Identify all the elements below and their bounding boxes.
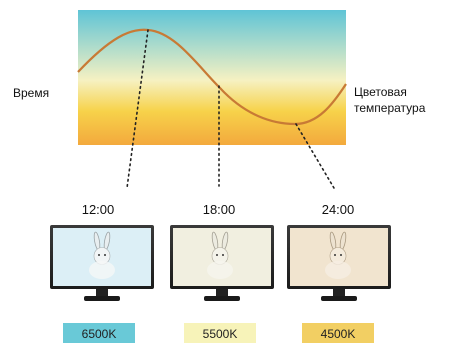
monitor-neck — [216, 289, 228, 297]
time-label-12: 12:00 — [82, 202, 115, 217]
temp-badge-6500 — [63, 323, 135, 343]
monitor-24: 24:00 4500K — [287, 202, 391, 343]
monitor-neck — [333, 289, 345, 297]
monitor-base — [204, 296, 240, 301]
temperature-curve — [77, 28, 347, 126]
temperature-gradient-panel — [78, 10, 346, 145]
temp-badge-5500-text: 5500K — [203, 327, 238, 341]
time-axis-label: Время — [13, 86, 49, 100]
monitor-18: 18:00 5500K — [170, 202, 274, 343]
monitor-base — [84, 296, 120, 301]
monitor-12: 12:00 6500K — [50, 202, 154, 343]
color-temperature-label-line1: Цветовая — [354, 85, 407, 99]
connector-24 — [295, 123, 335, 189]
temp-badge-5500 — [184, 323, 256, 343]
time-label-18: 18:00 — [203, 202, 236, 217]
rabbit-icon — [325, 231, 351, 279]
connector-12 — [126, 29, 149, 189]
color-temperature-label-line2: температура — [354, 101, 426, 115]
temp-badge-6500-text: 6500K — [82, 327, 117, 341]
temp-badge-4500-text: 4500K — [321, 327, 356, 341]
temp-badge-4500 — [302, 323, 374, 343]
monitor-base — [321, 296, 357, 301]
rabbit-icon — [207, 231, 233, 279]
monitor-neck — [96, 289, 108, 297]
rabbit-icon — [89, 231, 115, 279]
time-label-24: 24:00 — [322, 202, 355, 217]
